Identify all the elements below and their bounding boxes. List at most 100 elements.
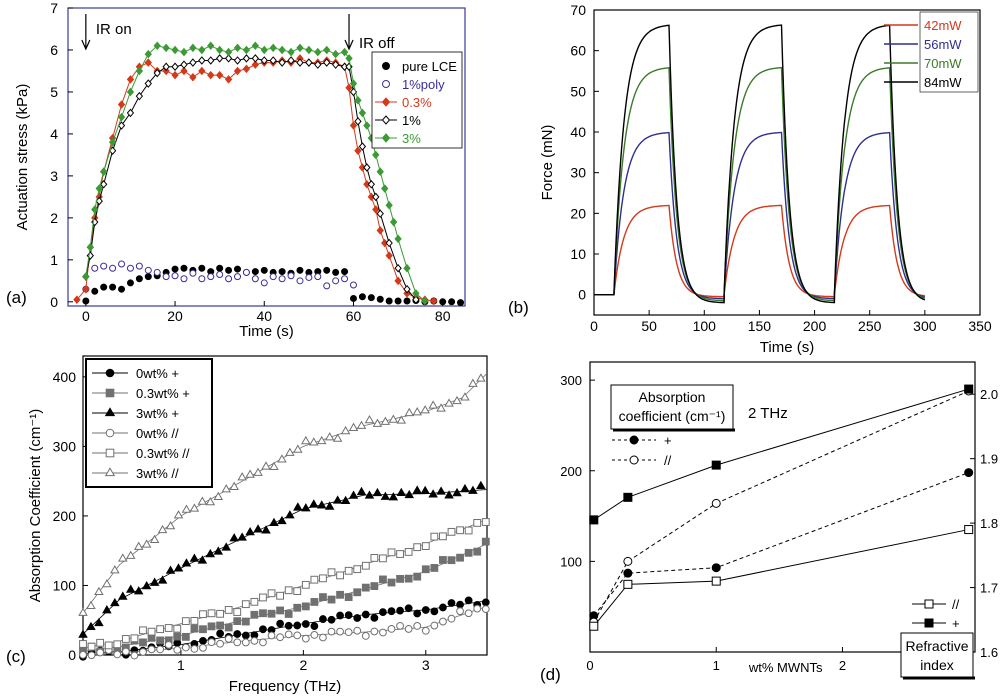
series-line [593,388,969,521]
data-point [340,495,351,504]
data-point [287,47,295,57]
data-point [379,608,387,616]
data-point [216,70,224,80]
data-point [261,525,271,534]
y-tick-label: 2 [50,210,58,226]
data-point [413,572,422,581]
data-point [251,275,259,283]
data-point [149,534,160,543]
data-point [285,447,295,456]
data-point [110,565,120,574]
data-point [439,556,447,564]
refractive-box-line1: Refractive [905,638,968,654]
data-point [363,163,371,172]
data-point [457,299,465,307]
panel-label-a: (a) [6,288,27,307]
y-tick-label: 50 [570,83,586,99]
data-point [327,568,336,577]
y-tick-label: 3 [50,168,58,184]
data-point [310,622,319,631]
data-point [464,596,473,605]
series-line [82,489,488,635]
data-point [180,47,188,57]
data-point [394,234,402,244]
data-point [404,407,415,417]
legend-marker [381,115,391,125]
data-point [267,631,276,640]
legend-label: 1% [402,113,421,128]
data-point [233,630,242,638]
data-point [316,435,327,445]
data-point [421,542,430,550]
data-point [439,298,447,306]
data-point [250,597,259,606]
legend-label: 0wt% + [136,366,179,381]
data-point [589,515,599,525]
data-point [293,444,303,453]
data-point [229,533,239,542]
data-point [964,384,974,394]
data-point [353,614,362,622]
legend-label: // [952,597,960,612]
data-point [481,605,490,614]
panel-label-d: (d) [540,665,561,684]
data-point [447,599,456,607]
data-point [197,555,208,564]
data-point [389,217,398,227]
y-tick-label: 0 [578,287,586,303]
data-point [190,616,199,625]
data-point [396,415,407,424]
data-point [367,294,375,302]
series-0.3wt% // [79,518,490,651]
y-tick-label: 40 [570,124,586,140]
data-point [171,272,179,280]
series-right-square-open [589,525,974,631]
data-point [420,405,430,414]
y-tick-label: 60 [570,43,586,59]
data-point [473,604,482,613]
data-point [86,242,94,252]
data-point [404,625,413,633]
data-point [104,641,113,650]
data-point [237,532,247,541]
data-point [118,285,126,293]
x-tick-label: 1 [177,657,185,673]
data-point [156,625,165,634]
y-tick-label: 5 [50,84,58,100]
legend-label: 70mW [924,56,962,71]
data-point [198,264,206,272]
data-point [91,287,99,295]
data-point [189,503,200,512]
y-tick-label: 200 [560,464,582,479]
data-point [241,600,250,609]
data-point [345,54,353,63]
data-point [473,547,482,556]
legend-label: 3wt% + [136,406,179,421]
legend-marker [629,455,639,465]
data-point [171,45,179,55]
data-point [396,574,404,583]
data-point [372,487,383,497]
data-point [324,501,335,510]
data-point [126,108,135,118]
data-point [157,524,168,534]
y-tick-label: 100 [53,577,77,593]
data-point [181,643,190,652]
y-tick-label: 6 [50,42,58,58]
data-point [189,269,197,277]
legend-label: // [664,453,672,468]
data-point [341,275,349,283]
data-point [344,611,353,620]
data-point [354,117,362,126]
data-point [130,634,139,643]
data-point [173,632,182,641]
data-point [348,422,359,431]
data-point [319,574,327,583]
data-point [221,484,232,493]
data-point [126,87,135,97]
data-point [253,524,263,533]
data-point [216,54,224,63]
data-point [436,403,446,412]
data-point [126,75,135,84]
